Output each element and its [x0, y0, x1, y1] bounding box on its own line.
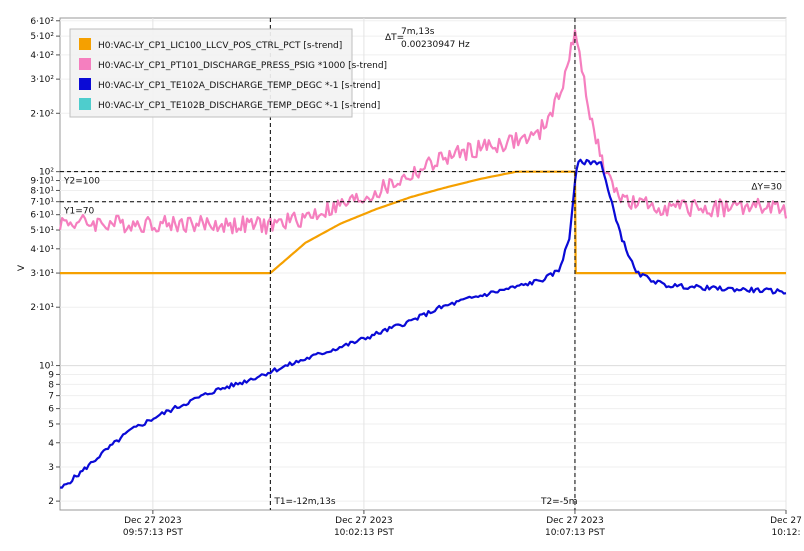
delta-t-value: 7m,13s	[401, 27, 435, 37]
delta-t-frequency: 0.00230947 Hz	[401, 40, 470, 50]
series-line	[60, 170, 786, 275]
legend: H0:VAC-LY_CP1_LIC100_LLCV_POS_CTRL_PCT […	[69, 28, 387, 118]
x-tick-label-time: 10:02:13 PST	[334, 528, 394, 538]
x-tick-label-date: Dec 27	[770, 516, 802, 526]
y-tick-label: 2·10²	[30, 109, 54, 119]
y-tick-label: 4·10¹	[30, 245, 54, 255]
x-tick-label-date: Dec 27 2023	[546, 516, 604, 526]
legend-swatch	[79, 58, 91, 70]
series-line	[58, 29, 788, 235]
series-line	[59, 158, 787, 489]
legend-swatch	[79, 38, 91, 50]
y-tick-label: 3·10¹	[30, 269, 54, 279]
y-tick-label: 8	[48, 380, 54, 390]
y-tick-label: 3	[48, 463, 54, 473]
legend-entry: H0:VAC-LY_CP1_TE102A_DISCHARGE_TEMP_DEGC…	[98, 81, 380, 91]
legend-box	[69, 28, 353, 118]
cursor-y1-label: Y1=70	[63, 207, 94, 217]
y-tick-label: 9	[48, 370, 54, 380]
y-tick-label: 2·10¹	[30, 303, 54, 313]
legend-entry: H0:VAC-LY_CP1_TE102B_DISCHARGE_TEMP_DEGC…	[98, 101, 380, 111]
x-tick-label-date: Dec 27 2023	[335, 516, 393, 526]
legend-swatch	[79, 98, 91, 110]
cursor-t1-label: T1=-12m,13s	[273, 497, 336, 507]
y-tick-label: 5	[48, 420, 54, 430]
legend-swatch	[79, 78, 91, 90]
y-tick-label: 8·10¹	[30, 186, 54, 196]
cursor-t2-label: T2=-5m	[540, 497, 578, 507]
y-tick-label: 7·10¹	[30, 198, 54, 208]
x-tick-label-time: 10:12:	[772, 528, 801, 538]
x-axis: Dec 27 2023 09:57:13 PST Dec 27 2023 10:02:…	[123, 510, 802, 538]
y-tick-label: 10²	[39, 168, 54, 178]
y-tick-label: 5·10¹	[30, 226, 54, 236]
y-tick-label: 5·10²	[30, 32, 54, 42]
y-tick-label: 4	[48, 439, 54, 449]
y-tick-label: 4·10²	[30, 51, 54, 61]
y-axis-label: V	[17, 264, 27, 271]
x-tick-label-date: Dec 27 2023	[124, 516, 182, 526]
cursor-y2-label: Y2=100	[63, 177, 100, 187]
y-tick-label: 3·10²	[30, 75, 54, 85]
cursor-layer: T1=-12m,13s T2=-5m Y1=70 Y2=100 ΔY=30 ΔT=7m,1…	[60, 18, 786, 510]
y-tick-label: 10¹	[39, 362, 54, 372]
x-tick-label-time: 09:57:13 PST	[123, 528, 183, 538]
y-tick-label: 6·10¹	[30, 211, 54, 221]
delta-t-label: ΔT=	[385, 33, 404, 43]
y-tick-label: 9·10¹	[30, 177, 54, 187]
x-tick-label-time: 10:07:13 PST	[545, 528, 605, 538]
y-tick-label: 6	[48, 405, 54, 415]
y-tick-label: 6·10²	[30, 17, 54, 27]
series-layer	[58, 29, 788, 489]
legend-entry: H0:VAC-LY_CP1_LIC100_LLCV_POS_CTRL_PCT […	[98, 41, 342, 51]
y-tick-label: 7	[48, 392, 54, 402]
y-tick-label: 2	[48, 497, 54, 507]
delta-y-label: ΔY=30	[751, 183, 782, 193]
legend-entry: H0:VAC-LY_CP1_PT101_DISCHARGE_PRESS_PSIG…	[98, 61, 387, 71]
